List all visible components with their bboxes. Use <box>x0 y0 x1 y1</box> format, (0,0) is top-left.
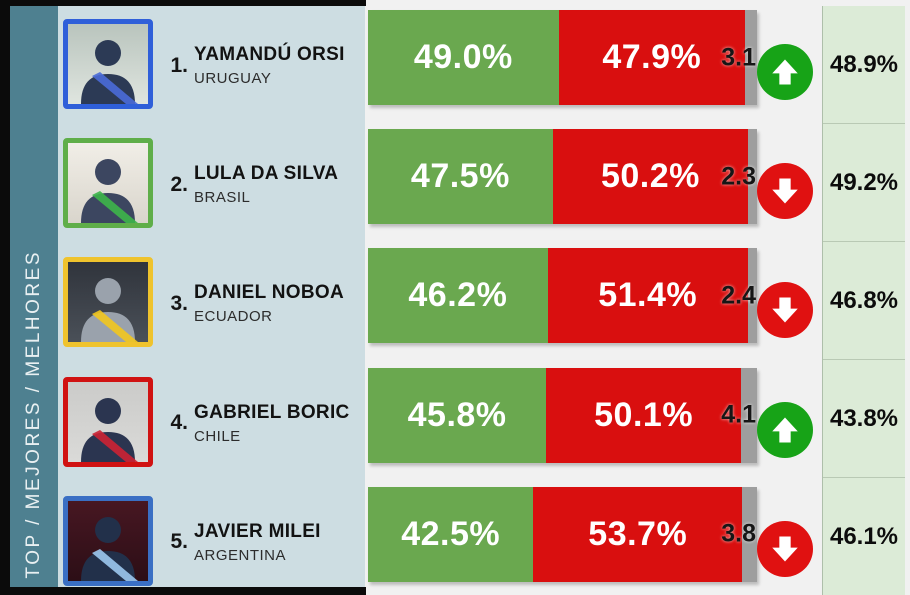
leader-row: 1. YAMANDÚ ORSI URUGUAY 49.0% 47.9% 3.1 <box>0 6 910 125</box>
leader-photo <box>63 257 153 348</box>
trend-indicator <box>757 282 813 339</box>
approval-percentage: 45.8% <box>407 395 507 434</box>
approval-bar-segment: 49.0% <box>368 10 559 105</box>
disapproval-bar-segment: 50.1% <box>546 367 742 463</box>
approval-percentage: 42.5% <box>401 514 501 553</box>
leader-name: DANIEL NOBOA <box>194 282 344 304</box>
trend-up-icon <box>772 417 798 443</box>
undecided-bar-segment <box>744 10 757 105</box>
disapproval-bar-segment: 47.9% <box>558 10 745 105</box>
undecided-percentage: 3.1 <box>721 43 756 71</box>
disapproval-bar-segment: 51.4% <box>547 248 748 344</box>
approval-bar-segment: 47.5% <box>368 129 553 225</box>
leader-name: LULA DA SILVA <box>194 163 339 185</box>
undecided-percentage: 4.1 <box>721 400 756 429</box>
approval-bar-segment: 42.5% <box>368 486 534 582</box>
leader-country: CHILE <box>194 427 241 445</box>
leader-country: URUGUAY <box>194 70 272 87</box>
approval-bar-segment: 45.8% <box>368 367 547 463</box>
undecided-bar-segment <box>742 486 757 582</box>
undecided-bar-segment <box>741 367 757 463</box>
person-silhouette-icon <box>81 397 138 462</box>
leader-photo <box>63 138 153 229</box>
undecided-bar-segment <box>747 248 757 344</box>
person-silhouette-icon <box>81 40 138 104</box>
trend-down-icon <box>772 297 798 323</box>
leader-row: 3. DANIEL NOBOA ECUADOR 46.2% 51.4% 2.4 <box>0 244 910 363</box>
leader-country: ARGENTINA <box>194 546 287 564</box>
disapproval-percentage: 50.1% <box>594 395 694 434</box>
leader-country: BRASIL <box>194 189 251 207</box>
left-frame-edge <box>0 0 10 595</box>
approval-stacked-bar: 42.5% 53.7% 3.8 <box>368 486 757 582</box>
undecided-percentage: 2.3 <box>721 162 756 191</box>
top-frame-edge <box>0 0 366 6</box>
trend-down-icon <box>772 536 798 562</box>
undecided-percentage: 3.8 <box>721 519 756 548</box>
disapproval-percentage: 47.9% <box>602 38 702 76</box>
previous-approval-value: 43.8% <box>823 360 905 478</box>
approval-stacked-bar: 46.2% 51.4% 2.4 <box>368 248 757 344</box>
person-silhouette-icon <box>81 159 138 224</box>
leader-name: GABRIEL BORIC <box>194 401 350 423</box>
disapproval-percentage: 53.7% <box>588 514 688 553</box>
trend-up-icon <box>772 59 798 85</box>
approval-percentage: 46.2% <box>408 276 508 315</box>
leader-row: 5. JAVIER MILEI ARGENTINA 42.5% 53.7% 3.… <box>0 483 910 595</box>
approval-stacked-bar: 49.0% 47.9% 3.1 <box>368 10 757 105</box>
approval-percentage: 47.5% <box>410 157 510 196</box>
person-silhouette-icon <box>81 516 138 581</box>
previous-approval-value: 49.2% <box>823 124 905 242</box>
person-silhouette-icon <box>81 278 138 343</box>
rank-number: 5. <box>170 530 188 554</box>
approval-bar-segment: 46.2% <box>368 248 548 344</box>
rank-number: 4. <box>170 411 188 435</box>
rank-number: 2. <box>170 172 188 196</box>
approval-stacked-bar: 47.5% 50.2% 2.3 <box>368 129 757 225</box>
leader-photo <box>63 376 153 467</box>
trend-indicator <box>757 401 813 458</box>
leader-photo <box>63 19 153 109</box>
leader-country: ECUADOR <box>194 308 273 326</box>
approval-percentage: 49.0% <box>413 38 513 76</box>
trend-indicator <box>757 520 813 577</box>
disapproval-percentage: 51.4% <box>598 276 698 315</box>
leader-photo <box>63 495 153 586</box>
bottom-frame-edge <box>0 587 366 595</box>
trend-indicator <box>757 163 813 220</box>
previous-approval-value: 48.9% <box>823 6 905 124</box>
undecided-percentage: 2.4 <box>721 281 756 310</box>
leader-row: 4. GABRIEL BORIC CHILE 45.8% 50.1% 4.1 <box>0 364 910 483</box>
disapproval-bar-segment: 53.7% <box>533 486 743 582</box>
leader-identity: DANIEL NOBOA ECUADOR <box>194 244 364 363</box>
disapproval-bar-segment: 50.2% <box>552 129 749 225</box>
leader-row: 2. LULA DA SILVA BRASIL 47.5% 50.2% 2.3 <box>0 125 910 244</box>
undecided-bar-segment <box>748 129 757 225</box>
previous-approval-column: 48.9% 49.2% 46.8% 43.8% 46.1% <box>822 6 905 595</box>
disapproval-percentage: 50.2% <box>600 157 700 196</box>
leader-identity: JAVIER MILEI ARGENTINA <box>194 483 364 595</box>
trend-down-icon <box>772 178 798 204</box>
leader-name: YAMANDÚ ORSI <box>194 44 345 65</box>
trend-indicator <box>757 44 813 100</box>
leader-identity: LULA DA SILVA BRASIL <box>194 125 364 244</box>
rank-number: 3. <box>170 291 188 315</box>
leader-identity: GABRIEL BORIC CHILE <box>194 364 364 483</box>
leader-identity: YAMANDÚ ORSI URUGUAY <box>194 6 364 125</box>
leader-name: JAVIER MILEI <box>194 520 321 542</box>
approval-stacked-bar: 45.8% 50.1% 4.1 <box>368 367 757 463</box>
rank-number: 1. <box>170 53 188 77</box>
sidebar: TOP / MEJORES / MELHORES <box>10 6 58 587</box>
previous-approval-value: 46.1% <box>829 522 899 550</box>
previous-approval-value: 46.8% <box>823 242 905 360</box>
